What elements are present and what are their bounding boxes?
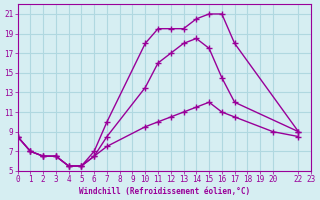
X-axis label: Windchill (Refroidissement éolien,°C): Windchill (Refroidissement éolien,°C) (79, 187, 250, 196)
